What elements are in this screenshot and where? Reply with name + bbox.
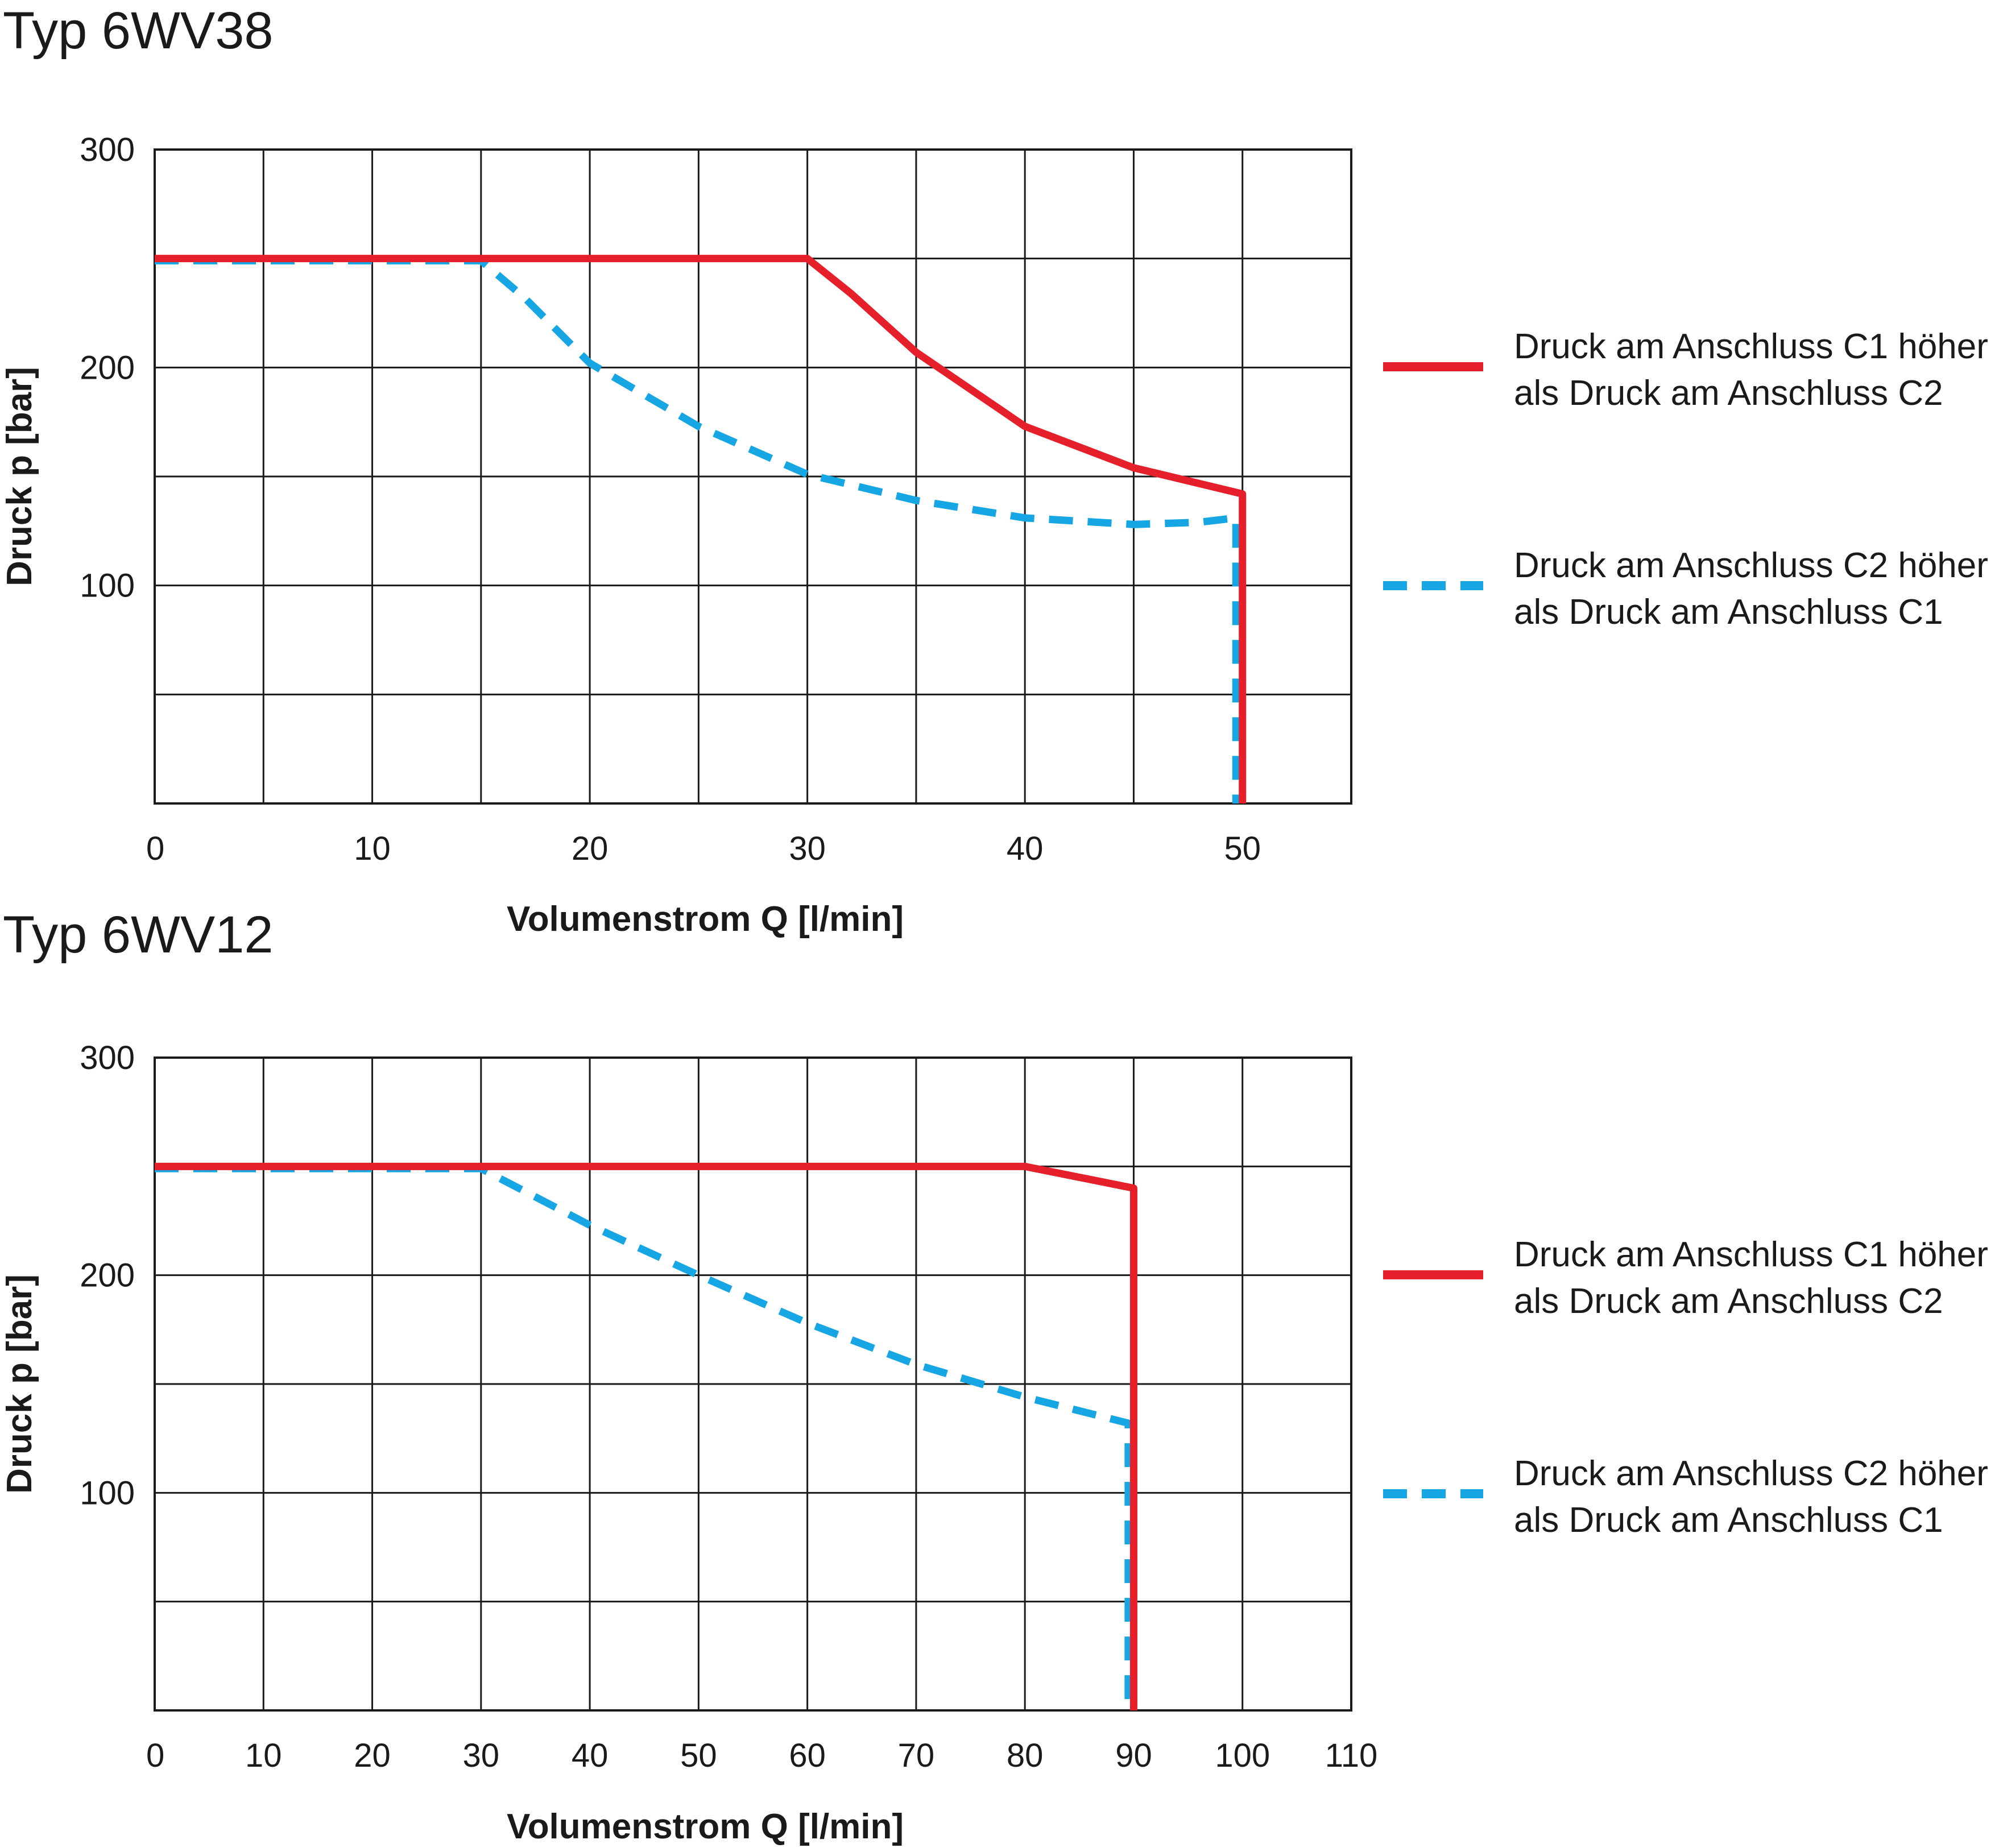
x-tick-label: 80: [1007, 1737, 1044, 1774]
x-tick-label: 50: [1224, 830, 1261, 867]
y-axis-label: Druck p [bar]: [0, 1274, 39, 1494]
y-tick-label: 300: [80, 131, 135, 168]
x-tick-label: 40: [572, 1737, 609, 1774]
x-tick-label: 70: [898, 1737, 935, 1774]
chart-1: Typ 6WV12 0 10 20 30 40 50 60 70 80 90 100 110 100 200…: [0, 906, 1988, 1846]
x-tick-label: 20: [354, 1737, 391, 1774]
series-line-c2: [155, 257, 1240, 803]
x-axis-label: Volumenstrom Q [l/min]: [507, 900, 904, 939]
x-tick-label: 100: [1215, 1737, 1270, 1774]
x-axis-label: Volumenstrom Q [l/min]: [507, 1807, 904, 1846]
legend-label: als Druck am Anschluss C1: [1514, 592, 1943, 632]
x-tick-label: 10: [354, 830, 391, 867]
y-tick-label: 200: [80, 1257, 135, 1294]
chart-title: Typ 6WV12: [3, 906, 274, 964]
y-axis-label: Druck p [bar]: [0, 367, 39, 586]
series-line-c2: [155, 1165, 1132, 1710]
x-tick-label: 60: [789, 1737, 826, 1774]
legend-label: Druck am Anschluss C2 höher: [1514, 546, 1988, 585]
plot-frame: [154, 1056, 1352, 1712]
y-tick-label: 200: [80, 349, 135, 386]
x-tick-label: 30: [789, 830, 826, 867]
x-tick-label: 110: [1325, 1737, 1377, 1774]
x-tick-label: 90: [1115, 1737, 1152, 1774]
legend-label: Druck am Anschluss C2 höher: [1514, 1454, 1988, 1493]
legend-label: als Druck am Anschluss C2: [1514, 1282, 1943, 1321]
x-tick-label: 0: [146, 830, 164, 867]
chart-0: Typ 6WV38 0 10 20 30 40 50 100 200 300 Volumenstro…: [0, 2, 1988, 939]
legend-label: Druck am Anschluss C1 höher: [1514, 1235, 1988, 1274]
legend-label: als Druck am Anschluss C1: [1514, 1501, 1943, 1540]
x-tick-label: 10: [245, 1737, 282, 1774]
y-tick-label: 100: [80, 1474, 135, 1511]
series-line-c1: [155, 1162, 1137, 1710]
x-tick-label: 20: [572, 830, 609, 867]
x-tick-label: 50: [680, 1737, 717, 1774]
plot-frame: [154, 148, 1352, 805]
legend-label: als Druck am Anschluss C2: [1514, 374, 1943, 413]
y-tick-label: 300: [80, 1039, 135, 1076]
x-tick-label: 40: [1007, 830, 1044, 867]
x-tick-label: 0: [146, 1737, 164, 1774]
series-line-c1: [155, 255, 1247, 803]
x-tick-label: 30: [463, 1737, 500, 1774]
grid: [154, 1056, 1352, 1712]
y-tick-label: 100: [80, 567, 135, 604]
legend-label: Druck am Anschluss C1 höher: [1514, 327, 1988, 366]
chart-title: Typ 6WV38: [3, 2, 274, 60]
